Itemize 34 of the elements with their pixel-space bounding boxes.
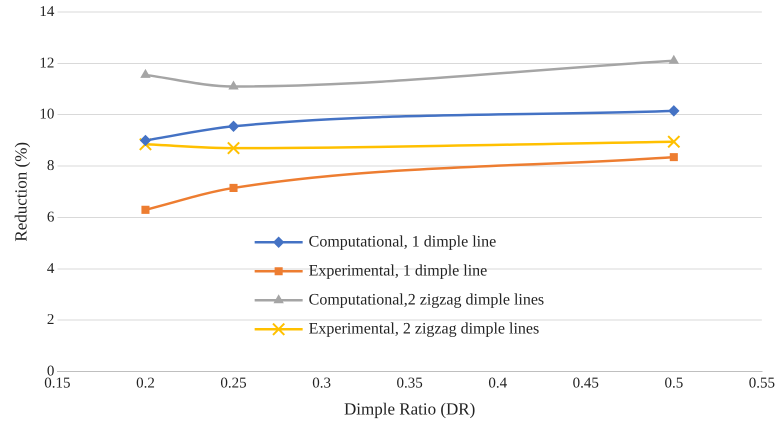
point xyxy=(226,141,240,155)
y-axis-title: Reduction (%) xyxy=(12,142,31,242)
legend-label: Computational,2 zigzag dimple lines xyxy=(308,291,544,308)
y-tick-label: 4 xyxy=(46,260,55,277)
point xyxy=(670,153,678,162)
x-tick-label: 0.2 xyxy=(136,376,155,392)
y-tick-label: 2 xyxy=(46,312,54,328)
x-tick-label: 0.15 xyxy=(44,376,71,392)
x-axis-title: Dimple Ratio (DR) xyxy=(344,399,476,418)
point xyxy=(140,69,150,78)
x-tick-label: 0.35 xyxy=(396,376,423,392)
point xyxy=(141,206,150,214)
point xyxy=(138,138,152,151)
x-tick-label: 0.45 xyxy=(572,376,599,392)
point xyxy=(228,80,238,90)
legend-label: Computational, 1 dimple line xyxy=(308,233,496,250)
x-tick-label: 0.3 xyxy=(312,376,331,392)
y-tick-label: 10 xyxy=(39,106,54,123)
x-tick-label: 0.5 xyxy=(664,376,684,392)
y-tick-label: 14 xyxy=(39,4,55,20)
y-tick-label: 12 xyxy=(39,55,54,72)
point xyxy=(140,134,151,146)
x-tick-label: 0.25 xyxy=(220,376,247,392)
point xyxy=(668,55,679,64)
y-tick-label: 8 xyxy=(46,158,54,174)
point xyxy=(668,105,680,116)
y-tick-label: 6 xyxy=(46,209,55,226)
point xyxy=(667,135,680,148)
legend-label: Experimental, 1 dimple line xyxy=(308,262,488,280)
x-tick-label: 0.55 xyxy=(748,376,775,392)
legend-label: Experimental, 2 zigzag dimple lines xyxy=(308,320,540,338)
point xyxy=(228,120,240,132)
x-tick-label: 0.4 xyxy=(488,376,508,392)
point xyxy=(229,184,238,192)
